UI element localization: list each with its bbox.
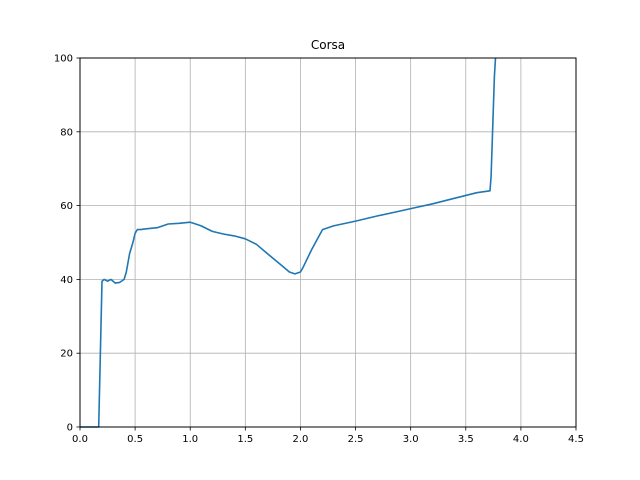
x-tick-label: 3.5 bbox=[458, 434, 474, 445]
y-tick-label: 20 bbox=[60, 349, 73, 360]
x-tick-label: 4.0 bbox=[513, 434, 529, 445]
x-tick-label: 0.5 bbox=[127, 434, 143, 445]
y-axis: 0 20 40 60 80 100 bbox=[54, 54, 80, 434]
x-tick-label: 1.0 bbox=[182, 434, 198, 445]
y-tick-label: 60 bbox=[60, 201, 73, 212]
x-tick-label: 4.5 bbox=[568, 434, 584, 445]
plot-frame bbox=[79, 57, 577, 428]
y-tick-label: 40 bbox=[60, 275, 73, 286]
series-line bbox=[80, 57, 497, 428]
y-tick-label: 0 bbox=[67, 423, 73, 434]
x-tick-label: 0.0 bbox=[72, 434, 88, 445]
x-tick-label: 2.5 bbox=[348, 434, 364, 445]
x-tick-label: 1.5 bbox=[237, 434, 253, 445]
chart-title: Corsa bbox=[311, 38, 345, 52]
x-axis: 0.0 0.5 1.0 1.5 2.0 2.5 3.0 3.5 4.0 4.5 bbox=[72, 427, 584, 445]
series-layer bbox=[80, 57, 497, 428]
y-tick-label: 80 bbox=[60, 127, 73, 138]
x-tick-label: 2.0 bbox=[292, 434, 308, 445]
y-tick-label: 100 bbox=[54, 54, 73, 65]
x-tick-label: 3.0 bbox=[403, 434, 419, 445]
